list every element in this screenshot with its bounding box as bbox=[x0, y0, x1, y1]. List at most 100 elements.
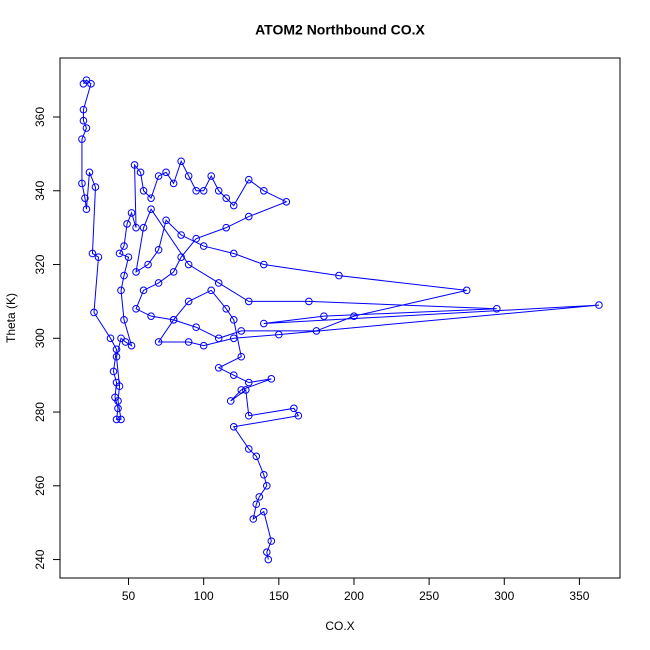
x-tick-label: 300 bbox=[494, 589, 514, 603]
data-point bbox=[177, 253, 185, 261]
data-point bbox=[241, 386, 250, 394]
data-point bbox=[595, 301, 603, 309]
data-point bbox=[177, 157, 185, 166]
data-point bbox=[169, 179, 178, 188]
data-point bbox=[207, 286, 215, 295]
data-point bbox=[136, 168, 145, 177]
data-point bbox=[260, 507, 268, 516]
data-point bbox=[127, 209, 136, 217]
data-point bbox=[263, 482, 271, 490]
data-point bbox=[177, 231, 185, 239]
data-point bbox=[237, 327, 246, 335]
y-tick-label: 360 bbox=[33, 107, 47, 127]
data-point bbox=[229, 334, 238, 343]
data-point bbox=[222, 194, 231, 202]
data-point bbox=[79, 105, 88, 114]
data-point bbox=[222, 304, 231, 313]
data-point bbox=[81, 194, 89, 202]
data-point bbox=[91, 183, 100, 191]
data-point bbox=[214, 186, 223, 195]
y-tick-label: 240 bbox=[33, 549, 47, 569]
data-point bbox=[199, 341, 208, 350]
data-point bbox=[169, 316, 178, 324]
data-point bbox=[255, 493, 264, 501]
data-point bbox=[79, 116, 88, 125]
x-axis-label: CO.X bbox=[325, 619, 354, 633]
data-point bbox=[252, 500, 261, 509]
chart-title: ATOM2 Northbound CO.X bbox=[255, 22, 425, 38]
data-point bbox=[87, 80, 95, 88]
data-point bbox=[312, 327, 321, 335]
data-point bbox=[229, 316, 238, 324]
data-point bbox=[154, 172, 163, 180]
data-point bbox=[88, 249, 97, 258]
data-point bbox=[147, 205, 155, 214]
data-point bbox=[94, 253, 103, 261]
data-point bbox=[162, 168, 170, 177]
data-point bbox=[214, 363, 223, 372]
data-point bbox=[114, 404, 122, 413]
data-point bbox=[112, 345, 121, 354]
data-point bbox=[462, 286, 471, 295]
x-tick-label: 200 bbox=[344, 589, 364, 603]
data-point bbox=[82, 76, 91, 84]
data-point bbox=[112, 415, 121, 424]
data-point bbox=[237, 386, 246, 394]
data-point bbox=[244, 175, 253, 184]
data-point bbox=[263, 548, 271, 556]
data-point bbox=[207, 172, 215, 180]
data-point bbox=[112, 352, 121, 361]
data-point bbox=[121, 338, 130, 346]
data-point bbox=[85, 168, 94, 177]
data-point bbox=[267, 537, 276, 545]
data-point bbox=[492, 304, 501, 313]
data-point bbox=[192, 323, 200, 332]
data-point bbox=[184, 297, 193, 306]
data-point bbox=[184, 260, 193, 269]
data-point bbox=[320, 312, 328, 320]
data-point bbox=[237, 352, 246, 361]
data-point bbox=[294, 411, 303, 420]
data-point bbox=[229, 249, 238, 258]
data-point bbox=[252, 452, 261, 461]
data-point bbox=[350, 312, 358, 320]
data-point bbox=[192, 234, 200, 243]
data-point bbox=[244, 411, 253, 420]
data-point bbox=[264, 555, 273, 564]
y-tick-label: 300 bbox=[33, 328, 47, 348]
data-point bbox=[139, 286, 148, 295]
data-point bbox=[244, 378, 253, 387]
data-point bbox=[169, 268, 178, 276]
data-point bbox=[78, 179, 86, 188]
data-point bbox=[244, 445, 253, 453]
data-point bbox=[192, 186, 200, 195]
data-point bbox=[147, 312, 155, 320]
x-tick-label: 100 bbox=[194, 589, 214, 603]
y-tick-label: 280 bbox=[33, 402, 47, 422]
data-point bbox=[90, 308, 98, 317]
data-point bbox=[120, 271, 128, 280]
data-point bbox=[199, 242, 208, 250]
x-tick-label: 50 bbox=[122, 589, 136, 603]
data-point bbox=[139, 223, 148, 232]
data-point bbox=[130, 161, 139, 169]
data-point bbox=[229, 201, 238, 210]
data-point bbox=[244, 297, 253, 306]
data-point bbox=[260, 186, 268, 195]
data-point bbox=[184, 338, 193, 346]
data-point bbox=[139, 186, 148, 195]
data-point bbox=[127, 341, 136, 350]
data-point bbox=[305, 297, 313, 306]
data-point bbox=[184, 172, 193, 180]
data-point bbox=[115, 249, 124, 258]
data-point bbox=[290, 404, 298, 413]
data-point bbox=[199, 186, 208, 195]
data-point bbox=[117, 286, 125, 295]
data-point bbox=[214, 334, 223, 343]
data-point bbox=[114, 397, 122, 405]
data-point bbox=[282, 198, 291, 206]
data-point bbox=[154, 279, 163, 287]
data-point bbox=[154, 338, 163, 346]
